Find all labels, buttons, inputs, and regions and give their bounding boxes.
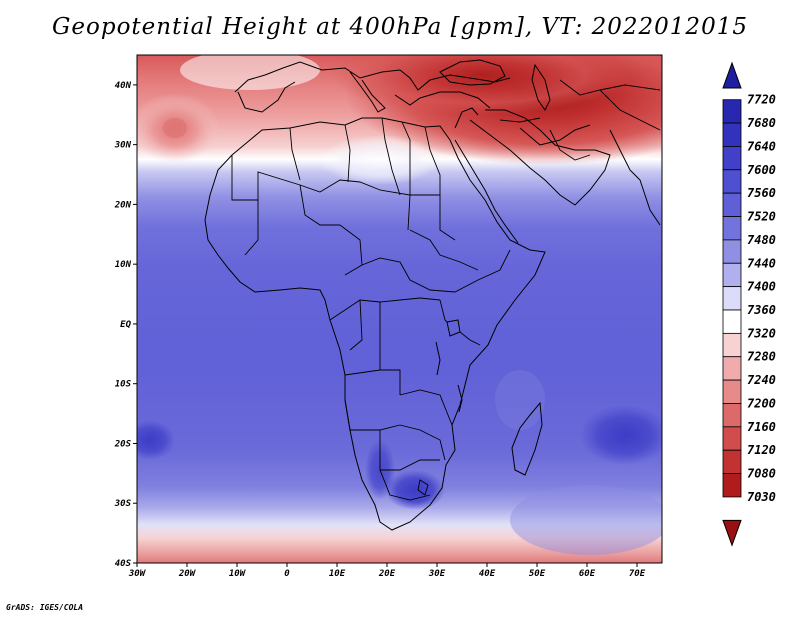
lon-label: 20W — [178, 569, 197, 579]
colorbar-label: 7280 — [747, 350, 776, 364]
lon-label: 0 — [284, 569, 290, 579]
lat-label: 30N — [114, 141, 132, 151]
colorbar-swatch — [722, 449, 742, 474]
red-sea-coastline — [454, 139, 519, 244]
lake-malawi — [457, 384, 463, 413]
colorbar-swatch — [722, 262, 742, 288]
colorbar-label: 7320 — [747, 326, 776, 340]
lat-label: 30S — [114, 499, 132, 509]
country-borders — [231, 79, 661, 501]
colorbar-label: 7480 — [747, 233, 776, 247]
caspian-coastline — [531, 63, 551, 111]
lon-label: 10E — [329, 569, 346, 579]
colorbar: 7720 7680 7640 7600 7560 7520 7480 7440 7400 7360… — [722, 61, 776, 547]
colorbar-label: 7720 — [747, 93, 776, 107]
lon-label: 10W — [229, 569, 247, 579]
colorbar-label: 7440 — [747, 256, 776, 270]
height-field — [137, 55, 662, 563]
persian-gulf-coastline — [519, 124, 591, 146]
lon-label: 40E — [479, 569, 496, 579]
colorbar-label: 7120 — [747, 443, 776, 457]
longitude-axis: 30W 20W 10W 0 10E 20E 30E 40E 50E 60E 70E — [128, 563, 646, 579]
lon-label: 70E — [629, 569, 646, 579]
latitude-axis: 40N 30N 20N 10N EQ 10S 20S 30S 40S — [114, 81, 137, 569]
colorbar-swatch — [722, 122, 742, 147]
lat-label: EQ — [120, 320, 131, 330]
lake-tanganyika — [435, 341, 441, 376]
colorbar-label: 7240 — [747, 373, 776, 387]
black-sea-coastline — [439, 59, 506, 86]
colorbar-swatch — [722, 146, 742, 171]
colorbar-swatch — [722, 239, 742, 264]
colorbar-label: 7600 — [747, 163, 776, 177]
colorbar-swatch — [722, 169, 742, 194]
colorbar-swatch — [722, 426, 742, 451]
levant-coastline — [454, 107, 479, 129]
map-title: Geopotential Height at 400hPa [gpm], VT:… — [52, 14, 748, 40]
colorbar-label: 7080 — [747, 467, 776, 481]
lon-label: 30W — [128, 569, 147, 579]
iberia-coastline — [237, 81, 296, 113]
colorbar-swatch — [722, 379, 742, 404]
lat-label: 10S — [115, 380, 132, 390]
colorbar-top-arrow — [722, 61, 742, 89]
colorbar-swatch — [722, 309, 742, 334]
india-coastline — [609, 129, 661, 226]
lon-label: 50E — [529, 569, 546, 579]
colorbar-label: 7520 — [747, 210, 776, 224]
lon-label: 30E — [428, 569, 446, 579]
lat-label: 40N — [115, 81, 132, 91]
colorbar-label: 7360 — [747, 303, 776, 317]
colorbar-swatch — [722, 473, 742, 498]
madagascar-coastline — [511, 401, 543, 476]
lon-label: 20E — [378, 569, 396, 579]
lat-label: 10N — [115, 260, 132, 270]
colorbar-swatch — [722, 356, 742, 381]
lat-label: 40S — [115, 559, 132, 569]
colorbar-label: 7200 — [747, 396, 776, 410]
colorbar-swatch — [722, 192, 742, 217]
lon-label: 60E — [579, 569, 596, 579]
lat-label: 20S — [114, 439, 132, 449]
lat-label: 20N — [114, 200, 132, 210]
grads-credit: GrADS: IGES/COLA — [6, 603, 84, 612]
colorbar-label: 7160 — [747, 420, 776, 434]
colorbar-bottom-arrow — [722, 519, 742, 547]
colorbar-label: 7400 — [747, 280, 776, 294]
italy-coastline — [349, 71, 386, 113]
colorbar-label: 7680 — [747, 116, 776, 130]
colorbar-label: 7030 — [747, 490, 776, 504]
arabia-coastline — [469, 109, 611, 206]
map-frame — [136, 54, 663, 564]
europe-coastline — [234, 61, 511, 93]
colorbar-swatch — [722, 99, 742, 124]
colorbar-label: 7560 — [747, 186, 776, 200]
colorbar-label: 7640 — [747, 139, 776, 153]
colorbar-swatch — [722, 332, 742, 358]
colorbar-swatch — [722, 403, 742, 428]
greece-turkey-coastline — [394, 91, 491, 109]
colorbar-swatch — [722, 286, 742, 311]
colorbar-swatch — [722, 216, 742, 241]
